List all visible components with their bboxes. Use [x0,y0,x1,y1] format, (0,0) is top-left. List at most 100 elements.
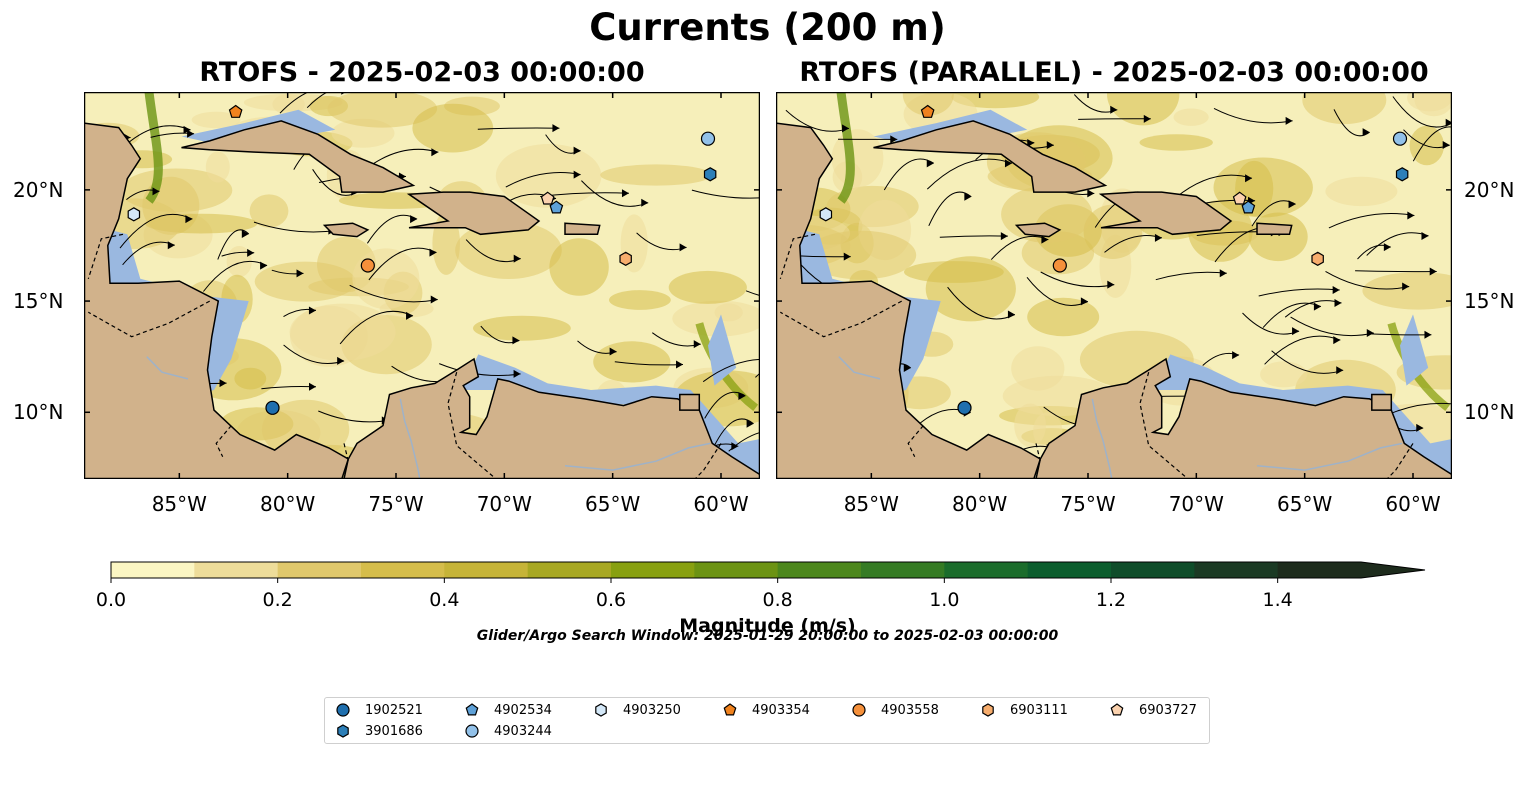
land-cuba [181,120,416,193]
streamline-arrow [429,248,437,257]
streamline-arrow [260,261,268,270]
current-magnitude-patch [289,303,396,361]
country-border [88,300,210,338]
current-magnitude-patch [352,248,420,309]
legend-label: 4903558 [881,702,939,718]
country-border [1386,443,1414,479]
land-hispaniola [1098,191,1233,236]
platform-4903250-marker [819,207,833,222]
legend-item-4903354: 4903354 [722,700,810,720]
colorbar-tick-label: 1.4 [1262,589,1293,611]
legend-label: 1902521 [365,702,423,718]
legend-item-4903558: 4903558 [851,700,939,720]
lat-label: 10°N [1464,400,1515,425]
colorbar-segment [944,562,1029,578]
streamline-arrow [1285,116,1293,125]
lon-label: 85°W [151,492,207,516]
colorbar-segment [1027,562,1112,578]
country-border [1139,372,1186,478]
streamline-arrow [573,146,581,155]
current-magnitude-patch [455,221,562,279]
current-magnitude-patch [327,92,438,128]
legend-label: 4902534 [494,702,552,718]
streamline [928,191,972,227]
streamline-arrow [621,189,629,198]
current-magnitude-patch [609,290,671,310]
current-magnitude-patch [1027,297,1100,337]
current-magnitude-patch [249,194,289,228]
streamline-arrow [152,187,160,196]
current-magnitude-patch [600,164,712,186]
platform-4903558-marker [360,258,375,273]
hexagon-marker-icon [982,703,994,717]
platform-4903244-marker [700,131,716,146]
land-centralAmerica [776,92,1042,479]
platform-6903111-marker [619,251,632,266]
river [564,442,711,471]
streamline [1328,213,1415,229]
streamline-arrow [513,369,521,378]
streamline [477,127,560,130]
streamline-arrow [1232,351,1240,360]
legend-item-4902534: 4902534 [464,700,552,720]
legend-item-1902521: 1902521 [335,700,423,720]
streamline [217,229,250,260]
colorbar-segment [111,562,195,578]
streamline [439,363,521,377]
panel-title-rtofs: RTOFS - 2025-02-03 00:00:00 [199,57,645,88]
streamline-arrow [410,215,418,224]
streamline-arrow [903,364,911,373]
land-trinidad [1371,393,1393,411]
panel-title-rtofs-parallel: RTOFS (PARALLEL) - 2025-02-03 00:00:00 [799,57,1429,88]
river [838,356,881,380]
streamline-arrow [513,254,521,263]
streamline-arrow [1154,233,1162,242]
circle-marker-icon [465,724,479,738]
legend-4903354-marker [723,703,737,716]
current-magnitude-patch [205,151,230,183]
land-hispaniola [406,191,541,236]
country-border [694,443,722,479]
platform-6903727-marker [540,191,555,205]
current-magnitude-patch [668,270,747,304]
streamline-arrow [842,124,850,133]
lon-label: 80°W [260,492,316,516]
legend-item-3901686: 3901686 [335,721,423,741]
legend-label: 4903244 [494,723,552,739]
shallow-shelf [1153,354,1452,475]
current-magnitude-patch [549,238,609,296]
pentagon-marker-icon [465,703,479,716]
streamline-arrow [1000,232,1008,241]
current-magnitude-patch [1173,108,1209,126]
streamline [349,284,438,303]
streamline-arrow [1445,118,1452,127]
country-border [87,233,124,279]
lon-label: 70°W [476,492,532,516]
streamline-arrow [1383,243,1391,252]
legend-label: 4903250 [623,702,681,718]
streamline-arrow [890,135,898,144]
colorbar-segment [1111,562,1195,578]
lat-label: 15°N [13,289,64,314]
current-magnitude-patch [495,144,602,208]
streamline [1355,270,1437,273]
streamline-arrow [1424,330,1432,339]
river [146,356,189,380]
streamline [745,290,760,297]
lon-label: 70°W [1168,492,1224,516]
streamline [691,189,760,199]
colorbar-segment [861,562,945,578]
pentagon-marker-icon [723,703,737,716]
land-trinidad [679,393,701,411]
streamline-arrow [1080,297,1088,306]
figure-title: Currents (200 m) [589,6,946,49]
lon-label: 80°W [952,492,1008,516]
colorbar-extend-arrow [1361,562,1425,578]
legend-label: 6903111 [1010,702,1068,718]
streamline [1213,107,1293,124]
current-magnitude-patch [234,367,267,390]
streamline-arrow [167,241,175,250]
streamline-arrow [731,442,739,451]
streamline [1290,316,1374,337]
shallow-shelf [708,314,737,386]
